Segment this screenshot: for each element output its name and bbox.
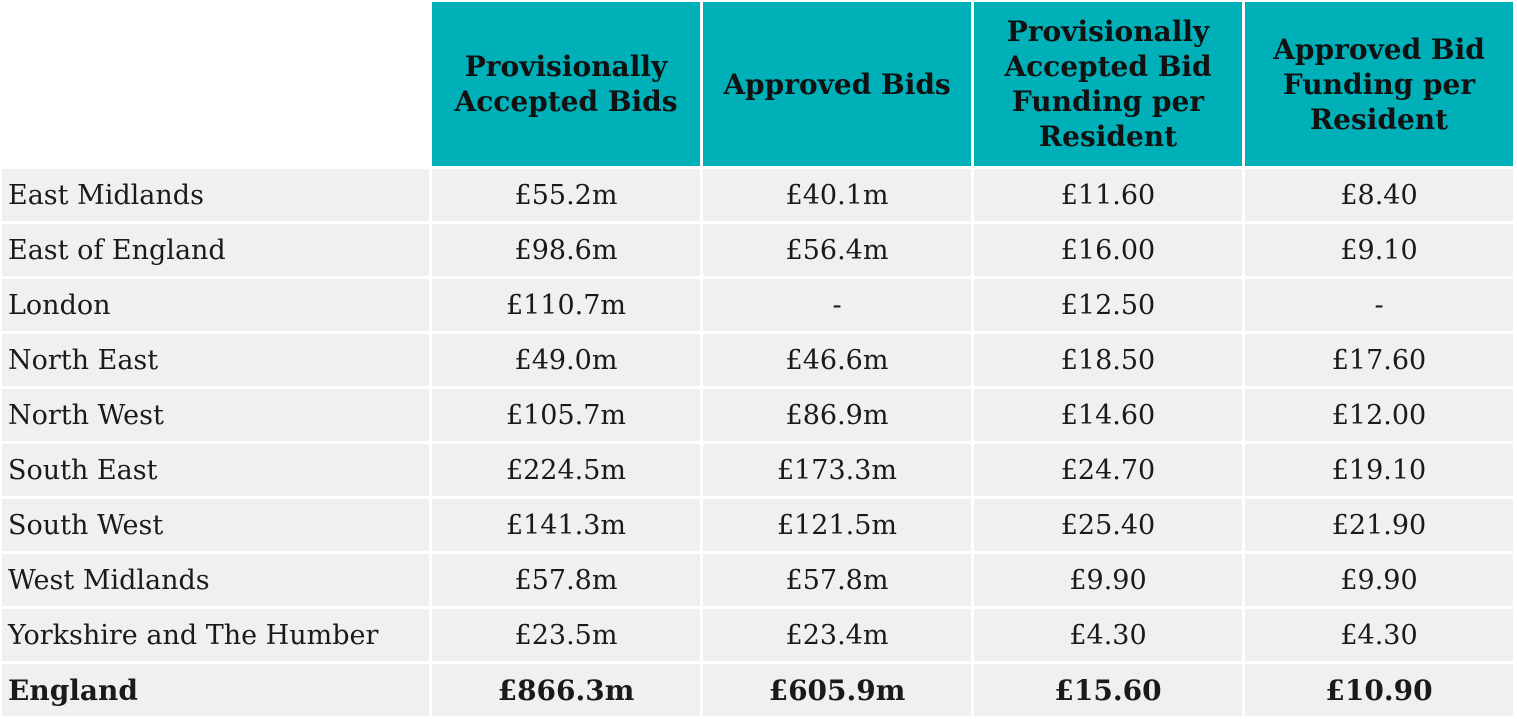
- provisional-per-resident-cell: £16.00: [974, 224, 1242, 276]
- provisional-per-resident-cell: £25.40: [974, 499, 1242, 551]
- approved-per-resident-cell: £4.30: [1245, 609, 1513, 661]
- provisional-bids-cell: £98.6m: [432, 224, 700, 276]
- provisional-bids-cell: £141.3m: [432, 499, 700, 551]
- approved-per-resident-cell: £12.00: [1245, 389, 1513, 441]
- provisional-bids-cell: £49.0m: [432, 334, 700, 386]
- header-provisionally-accepted-bids: Provisionally Accepted Bids: [432, 2, 700, 166]
- provisional-per-resident-cell: £4.30: [974, 609, 1242, 661]
- approved-per-resident-cell: £9.10: [1245, 224, 1513, 276]
- total-provisional-bids-cell: £866.3m: [432, 664, 700, 716]
- table-row: West Midlands £57.8m £57.8m £9.90 £9.90: [2, 554, 1513, 606]
- provisional-per-resident-cell: £9.90: [974, 554, 1242, 606]
- approved-bids-cell: £86.9m: [703, 389, 971, 441]
- region-cell: Yorkshire and The Humber: [2, 609, 429, 661]
- approved-bids-cell: £23.4m: [703, 609, 971, 661]
- approved-per-resident-cell: £8.40: [1245, 169, 1513, 221]
- provisional-per-resident-cell: £14.60: [974, 389, 1242, 441]
- provisional-bids-cell: £23.5m: [432, 609, 700, 661]
- provisional-per-resident-cell: £11.60: [974, 169, 1242, 221]
- approved-bids-cell: £173.3m: [703, 444, 971, 496]
- region-cell: London: [2, 279, 429, 331]
- approved-per-resident-cell: -: [1245, 279, 1513, 331]
- total-approved-per-resident-cell: £10.90: [1245, 664, 1513, 716]
- provisional-bids-cell: £110.7m: [432, 279, 700, 331]
- region-cell: South West: [2, 499, 429, 551]
- total-row: England £866.3m £605.9m £15.60 £10.90: [2, 664, 1513, 716]
- region-cell: North East: [2, 334, 429, 386]
- region-cell: East of England: [2, 224, 429, 276]
- total-provisional-per-resident-cell: £15.60: [974, 664, 1242, 716]
- region-cell: South East: [2, 444, 429, 496]
- table-row: Yorkshire and The Humber £23.5m £23.4m £…: [2, 609, 1513, 661]
- approved-per-resident-cell: £9.90: [1245, 554, 1513, 606]
- region-cell: North West: [2, 389, 429, 441]
- approved-bids-cell: -: [703, 279, 971, 331]
- table-row: London £110.7m - £12.50 -: [2, 279, 1513, 331]
- provisional-per-resident-cell: £24.70: [974, 444, 1242, 496]
- approved-bids-cell: £57.8m: [703, 554, 971, 606]
- provisional-bids-cell: £57.8m: [432, 554, 700, 606]
- provisional-bids-cell: £55.2m: [432, 169, 700, 221]
- region-cell: West Midlands: [2, 554, 429, 606]
- table-row: East Midlands £55.2m £40.1m £11.60 £8.40: [2, 169, 1513, 221]
- header-corner-cell: [2, 2, 429, 166]
- provisional-bids-cell: £105.7m: [432, 389, 700, 441]
- header-approved-bids: Approved Bids: [703, 2, 971, 166]
- approved-per-resident-cell: £17.60: [1245, 334, 1513, 386]
- header-provisional-funding-per-resident: Provisionally Accepted Bid Funding per R…: [974, 2, 1242, 166]
- approved-bids-cell: £46.6m: [703, 334, 971, 386]
- provisional-per-resident-cell: £18.50: [974, 334, 1242, 386]
- table-row: North East £49.0m £46.6m £18.50 £17.60: [2, 334, 1513, 386]
- region-cell: East Midlands: [2, 169, 429, 221]
- provisional-per-resident-cell: £12.50: [974, 279, 1242, 331]
- table-row: South East £224.5m £173.3m £24.70 £19.10: [2, 444, 1513, 496]
- table-row: South West £141.3m £121.5m £25.40 £21.90: [2, 499, 1513, 551]
- table-row: East of England £98.6m £56.4m £16.00 £9.…: [2, 224, 1513, 276]
- approved-per-resident-cell: £21.90: [1245, 499, 1513, 551]
- provisional-bids-cell: £224.5m: [432, 444, 700, 496]
- total-approved-bids-cell: £605.9m: [703, 664, 971, 716]
- approved-bids-cell: £121.5m: [703, 499, 971, 551]
- approved-bids-cell: £56.4m: [703, 224, 971, 276]
- table-row: North West £105.7m £86.9m £14.60 £12.00: [2, 389, 1513, 441]
- header-approved-funding-per-resident: Approved Bid Funding per Resident: [1245, 2, 1513, 166]
- header-row: Provisionally Accepted Bids Approved Bid…: [2, 2, 1513, 166]
- approved-per-resident-cell: £19.10: [1245, 444, 1513, 496]
- total-region-cell: England: [2, 664, 429, 716]
- approved-bids-cell: £40.1m: [703, 169, 971, 221]
